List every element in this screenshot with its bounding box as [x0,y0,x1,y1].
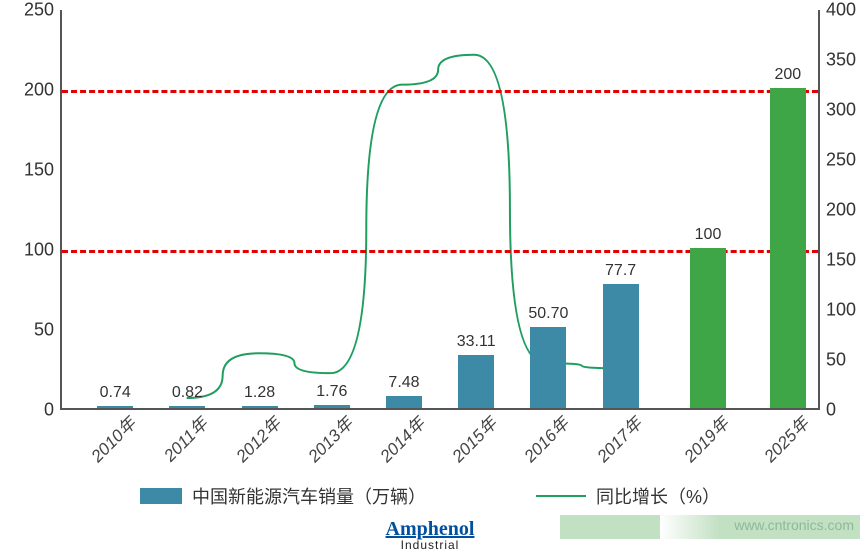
bar-label: 33.11 [457,333,496,351]
y-left-tick: 100 [24,240,54,261]
bar-label: 100 [695,226,722,244]
legend-swatch-line [536,495,586,497]
bar-label: 77.7 [605,262,636,280]
legend-item-line: 同比增长（%） [536,483,720,509]
brand-block: Amphenol Industrial [386,519,475,551]
y-left-tick: 150 [24,160,54,181]
bar: 100 [690,248,726,408]
bar-label: 0.82 [172,384,203,402]
y-right-tick: 150 [826,250,856,271]
x-axis-label: 2010年 [84,410,140,466]
legend-label-line: 同比增长（%） [596,483,720,509]
plot-area: 0501001502002500501001502002503003504000… [60,10,820,410]
reference-line [62,90,818,93]
x-axis-label: 2017年 [590,410,646,466]
x-axis-label: 2011年 [157,410,213,466]
x-axis-label: 2014年 [373,410,429,466]
bar: 0.82 [169,406,205,408]
bar: 33.11 [458,355,494,408]
bar: 50.70 [530,327,566,408]
bar: 200 [770,88,806,408]
bar-label: 200 [774,66,801,84]
bar: 7.48 [386,396,422,408]
bar-label: 50.70 [528,305,568,323]
chart-container: 0 50 100 150 200 250 0 50 100 150 200 250 300 350 400 0… [0,0,860,555]
y-right-tick: 50 [826,350,846,371]
legend-item-bar: 中国新能源汽车销量（万辆） [140,483,426,509]
bar-label: 0.74 [100,384,131,402]
bar: 1.76 [314,405,350,408]
x-axis-label: 2025年 [757,410,813,466]
legend: 中国新能源汽车销量（万辆） 同比增长（%） [0,483,860,509]
y-right-tick: 350 [826,50,856,71]
y-right-tick: 300 [826,100,856,121]
bar-label: 1.28 [244,384,275,402]
y-left-tick: 50 [34,320,54,341]
y-right-tick: 0 [826,400,836,421]
watermark-text: www.cntronics.com [734,517,854,533]
bar: 0.74 [97,406,133,408]
brand-name: Amphenol [386,519,475,539]
x-axis-label: 2019年 [677,410,733,466]
y-right-tick: 100 [826,300,856,321]
y-left-tick: 0 [44,400,54,421]
bar: 77.7 [603,284,639,408]
y-left-tick: 250 [24,0,54,21]
x-axis-label: 2013年 [301,410,357,466]
x-axis-label: 2012年 [229,410,285,466]
x-axis-label: 2015年 [445,410,501,466]
legend-swatch-bar [140,488,182,504]
x-axis-label: 2016年 [517,410,573,466]
y-right-tick: 400 [826,0,856,21]
bar: 1.28 [242,406,278,408]
brand-sub: Industrial [386,539,475,551]
y-left-tick: 200 [24,80,54,101]
bar-label: 1.76 [316,383,347,401]
y-right-tick: 250 [826,150,856,171]
bar-label: 7.48 [388,374,419,392]
y-right-tick: 200 [826,200,856,221]
legend-label-bar: 中国新能源汽车销量（万辆） [192,483,426,509]
